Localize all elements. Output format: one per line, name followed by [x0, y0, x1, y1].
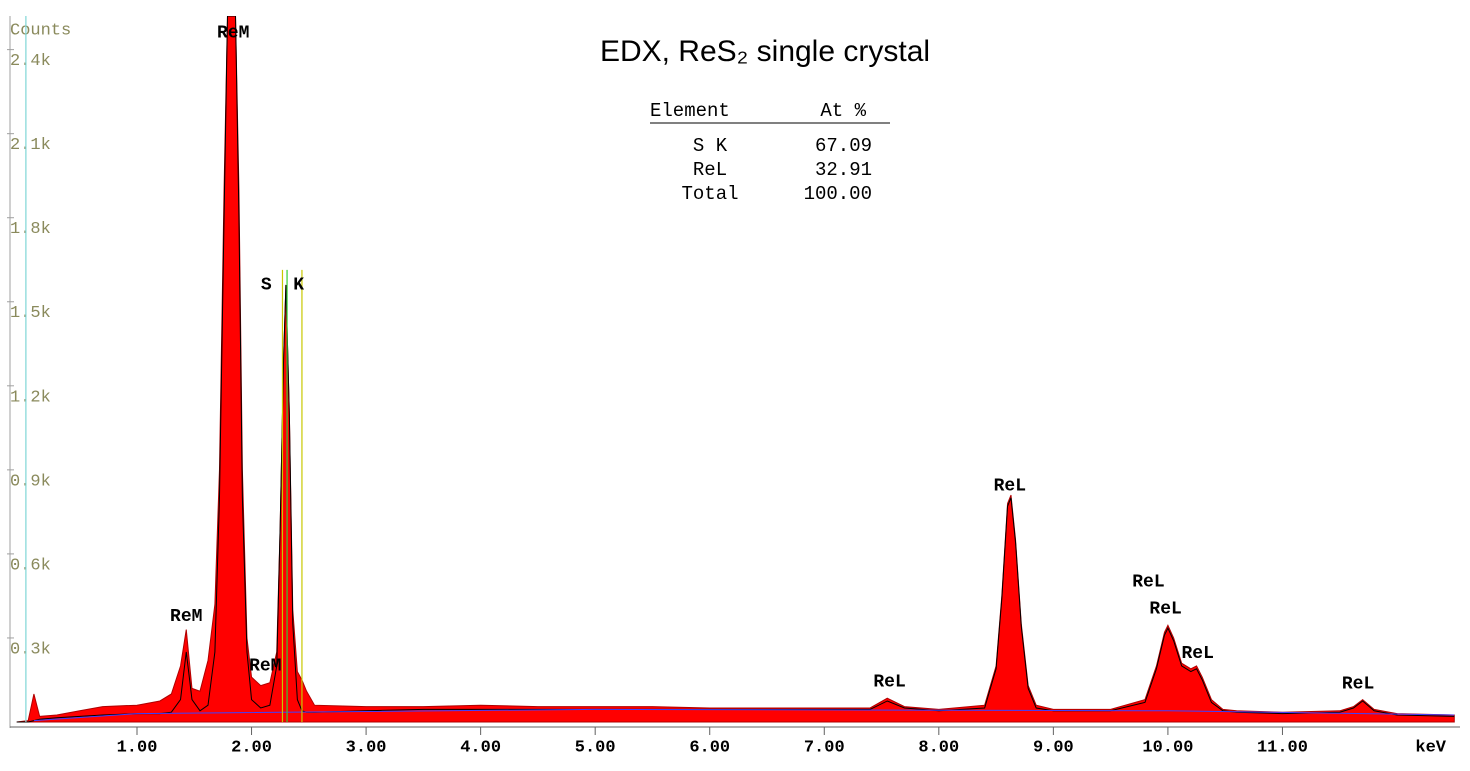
background-line [33, 708, 1455, 722]
peak-label: ReL [994, 477, 1026, 497]
x-tick-label: 11.00 [1257, 738, 1308, 757]
peak-label: ReM [217, 24, 249, 44]
table-header: At % [820, 100, 866, 122]
x-tick-label: 3.00 [346, 738, 387, 757]
x-tick-label: 6.00 [689, 738, 730, 757]
peak-label: ReM [170, 607, 202, 627]
fit-line [16, 16, 1455, 723]
peak-label: S K [261, 276, 304, 296]
peak-label: ReM [249, 657, 281, 677]
x-axis-label: keV [1415, 738, 1446, 757]
table-cell: 67.09 [815, 135, 872, 157]
x-tick-label: 4.00 [460, 738, 501, 757]
table-header: Element [650, 100, 730, 122]
peak-label: ReL [1181, 644, 1213, 664]
x-tick-label: 8.00 [918, 738, 959, 757]
x-tick-label: 7.00 [804, 738, 845, 757]
y-axis-label: Counts [10, 21, 71, 40]
y-tick-label: 0.6k [10, 556, 51, 575]
x-tick-label: 9.00 [1033, 738, 1074, 757]
peak-label: ReL [1132, 573, 1164, 593]
peak-label: ReL [1149, 600, 1181, 620]
plot-area [16, 16, 1455, 723]
x-tick-label: 1.00 [117, 738, 158, 757]
y-tick-label: 1.8k [10, 220, 51, 239]
table-cell: S K [693, 135, 728, 157]
peak-label: ReL [1342, 675, 1374, 695]
peak-label: ReL [873, 673, 905, 693]
y-tick-label: 1.2k [10, 388, 51, 407]
chart-title: EDX, ReS₂ single crystal [600, 35, 930, 68]
y-tick-label: 2.4k [10, 52, 51, 71]
y-tick-label: 2.1k [10, 136, 51, 155]
y-tick-label: 1.5k [10, 304, 51, 323]
table-cell: ReL [693, 159, 727, 181]
spectrum-area [16, 16, 1455, 723]
x-tick-label: 5.00 [575, 738, 616, 757]
y-tick-label: 0.9k [10, 472, 51, 491]
table-cell: 32.91 [815, 159, 872, 181]
x-tick-label: 10.00 [1142, 738, 1193, 757]
y-tick-label: 0.3k [10, 640, 51, 659]
x-tick-label: 2.00 [231, 738, 272, 757]
table-cell: 100.00 [804, 183, 872, 205]
table-cell: Total [681, 183, 738, 205]
